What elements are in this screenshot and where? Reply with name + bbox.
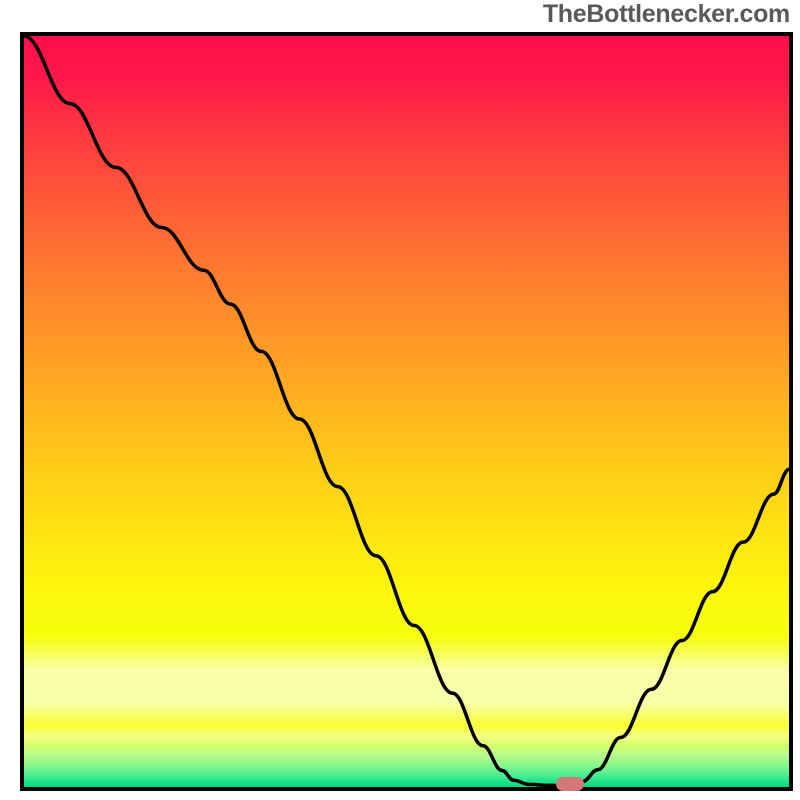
bottleneck-curve [24,36,789,785]
optimal-point-marker [556,777,584,791]
plot-frame [20,32,793,791]
watermark-text: TheBottlenecker.com [543,0,790,29]
curve-layer [24,36,789,787]
chart-stage: TheBottlenecker.com [0,0,800,800]
